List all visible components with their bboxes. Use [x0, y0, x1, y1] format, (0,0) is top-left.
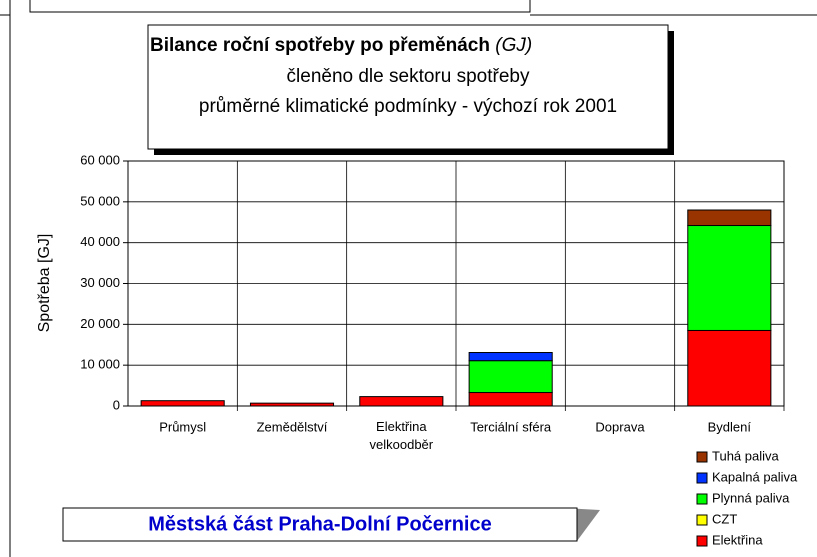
legend-label: Tuhá paliva [712, 448, 779, 463]
y-tick-label: 60 000 [80, 152, 120, 167]
legend-label: Kapalná paliva [712, 469, 798, 484]
y-tick-label: 40 000 [80, 234, 120, 249]
bar-segment [687, 209, 772, 227]
x-tick-label: Zemědělství [257, 419, 328, 434]
title-box [147, 24, 669, 150]
subtitle: členěno dle sektoru spotřeby [287, 66, 530, 87]
x-tick-label: Terciální sféra [470, 419, 552, 434]
annotation-box [62, 507, 578, 542]
x-tick-label: Doprava [595, 419, 645, 434]
chart-title: Bilance roční spotřeby po přeměnách (GJ) [150, 35, 532, 56]
bar-segment [468, 352, 553, 362]
bar-segment [249, 402, 335, 407]
subtitle: průměrné klimatické podmínky - výchozí r… [199, 96, 617, 117]
legend-swatch [696, 535, 708, 547]
legend-swatch [696, 472, 708, 484]
title-unit: (GJ) [495, 35, 532, 56]
y-axis-label: Spotřeba [GJ] [36, 234, 53, 333]
top-box [29, 0, 531, 13]
legend-swatch [696, 451, 708, 463]
x-tick-label-line: Elektřina [376, 419, 427, 434]
y-tick-label: 20 000 [80, 316, 120, 331]
title-text: Bilance roční spotřeby po přeměnách [150, 35, 490, 56]
legend-label: CZT [712, 511, 737, 526]
legend-swatch [696, 514, 708, 526]
bar-segment [140, 400, 225, 407]
bar-segment [687, 225, 772, 331]
x-tick-label-line: velkoodběr [370, 437, 434, 452]
bar-segment [687, 329, 772, 407]
x-tick-label: Elektřina velkoodběr [370, 419, 434, 452]
legend-label: Plynná paliva [712, 490, 790, 505]
y-tick-label: 10 000 [80, 357, 120, 372]
annotation: Městská část Praha-Dolní Počernice [148, 513, 491, 535]
bar-segment [468, 360, 553, 394]
bar-segment [468, 392, 553, 407]
plot-border [127, 160, 785, 407]
y-tick-label: 0 [113, 397, 120, 412]
y-tick-label: 50 000 [80, 193, 120, 208]
x-tick-label: Bydlení [708, 419, 752, 434]
x-tick-label: Průmysl [159, 419, 206, 434]
legend-label: Elektřina [712, 532, 763, 547]
bar-segment [359, 396, 444, 407]
y-tick-label: 30 000 [80, 275, 120, 290]
legend-swatch [696, 493, 708, 505]
